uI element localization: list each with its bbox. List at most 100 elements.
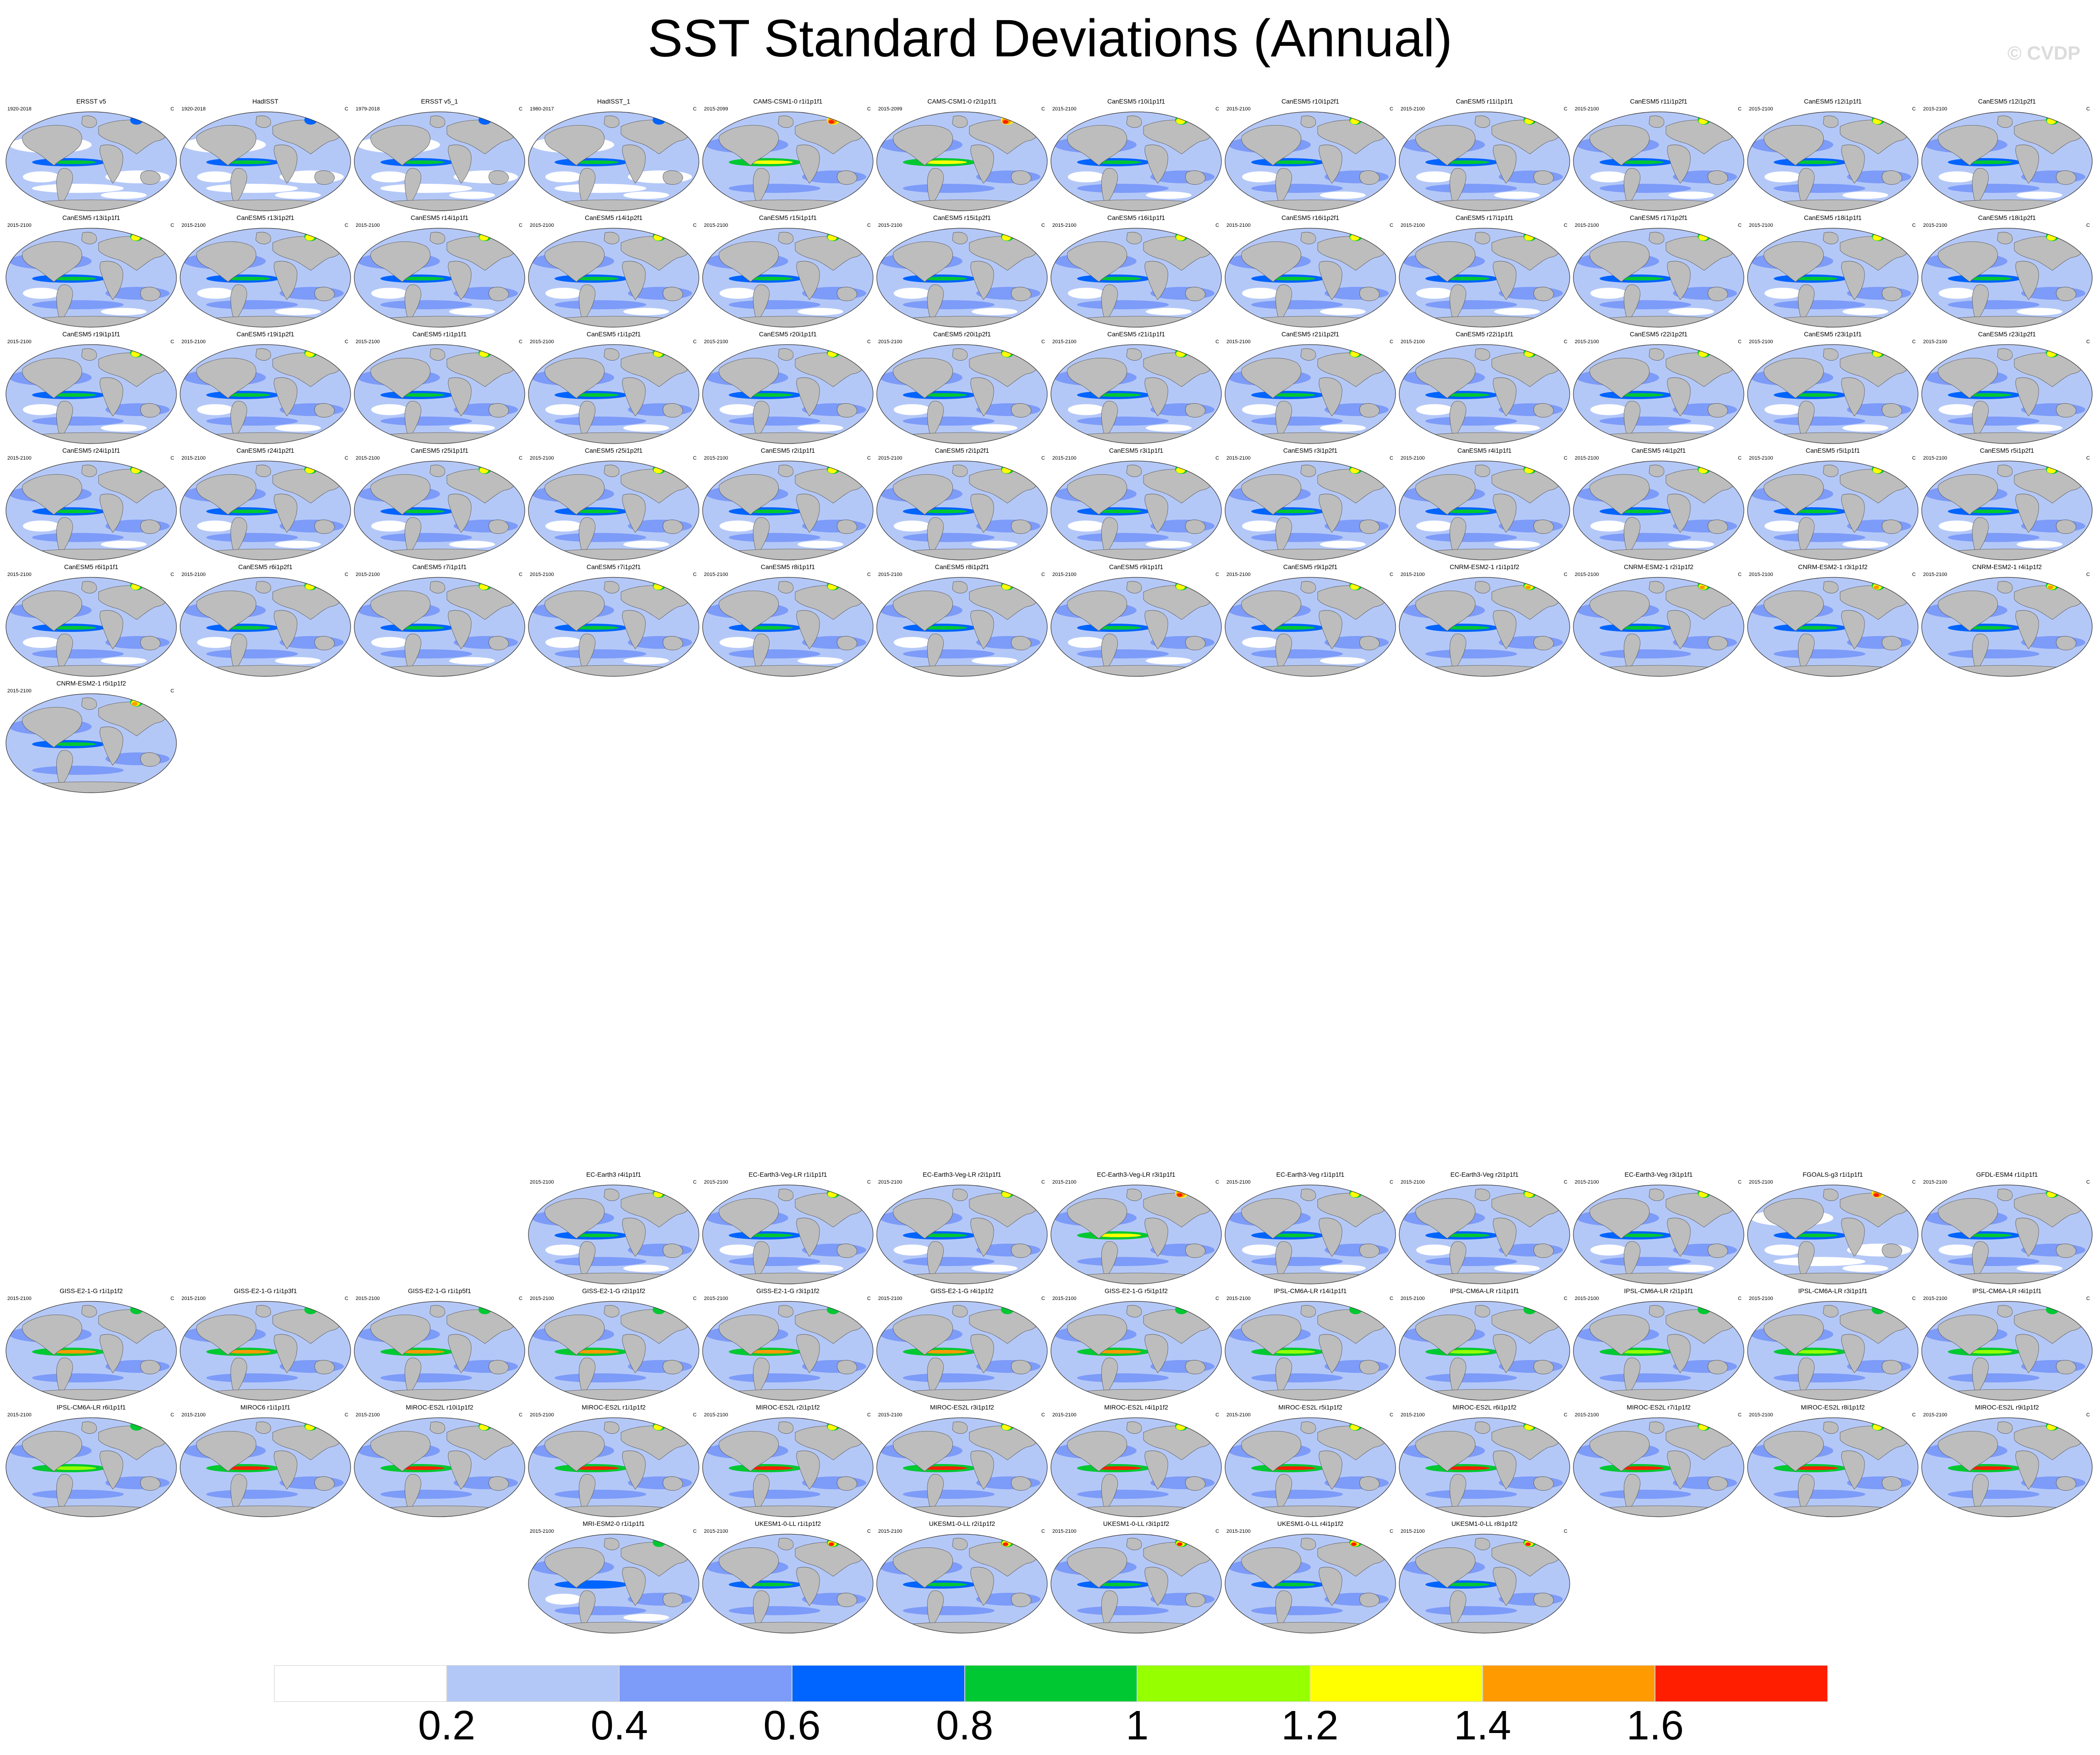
hotspot (1176, 351, 1185, 357)
map-outline (876, 344, 1048, 444)
land (554, 432, 675, 444)
land (1319, 1450, 1342, 1490)
land (902, 199, 1023, 211)
sst-band (1774, 1373, 1865, 1382)
map-outline (1573, 1301, 1744, 1401)
land (274, 1334, 297, 1373)
land (255, 465, 271, 477)
land (1241, 1198, 1301, 1239)
map-panel: CAMS-CSM1-0 r2i1p1f1 2015-2099 C (875, 97, 1049, 212)
colorbar-swatch (619, 1665, 792, 1702)
low-variance-patch (545, 404, 582, 415)
hotspot (654, 1424, 663, 1430)
sst-band (1948, 1257, 2040, 1266)
panel-title: CanESM5 r10i1p2f1 (1281, 98, 1340, 105)
land (893, 241, 953, 282)
low-variance-patch (275, 308, 321, 315)
enso-core (1095, 160, 1141, 164)
land (604, 115, 620, 128)
map-panel: MIROC-ES2L r3i1p1f2 2015-2100 C (875, 1403, 1049, 1518)
low-variance-patch (1939, 521, 1975, 532)
low-variance-patch (1668, 1265, 1714, 1272)
map-svg (528, 1301, 699, 1401)
land (1764, 590, 1824, 631)
low-variance-patch (1068, 637, 1105, 648)
sst-band (1425, 417, 1517, 426)
enso-core (747, 393, 793, 397)
enso-core (1792, 393, 1838, 397)
map-outline (5, 228, 177, 328)
panel-units: C (519, 572, 522, 577)
panel-title: CanESM5 r22i1p1f1 (1455, 330, 1514, 338)
map-panel: EC-Earth3-Veg r3i1p1f1 2015-2100 C (1572, 1170, 1745, 1285)
land (778, 115, 794, 128)
map-svg (1225, 461, 1396, 560)
land (140, 520, 161, 534)
panel-units: C (2086, 1412, 2090, 1418)
land (1185, 636, 1206, 651)
sst-band (1774, 300, 1865, 309)
hotspot (828, 234, 837, 241)
sst-band (206, 300, 298, 309)
sst-band (1425, 533, 1517, 542)
low-variance-patch (1590, 404, 1627, 415)
map-outline (1747, 228, 1919, 328)
map-outline (354, 461, 525, 560)
panel-title: MIROC-ES2L r5i1p1f2 (1278, 1404, 1342, 1411)
enso-core (921, 393, 967, 397)
land (837, 1360, 858, 1375)
map-outline (1399, 577, 1570, 677)
land (952, 348, 968, 361)
map-panel: CNRM-ESM2-1 r1i1p1f2 2015-2100 C (1398, 563, 1571, 677)
land (1474, 465, 1490, 477)
sst-band (555, 300, 646, 309)
land (1708, 1476, 1728, 1491)
map-outline (528, 577, 699, 677)
sst-band (903, 184, 995, 193)
land (719, 357, 779, 399)
land (663, 520, 683, 534)
land (663, 287, 683, 302)
low-variance-patch (623, 424, 669, 432)
land (81, 697, 97, 710)
enso-core (921, 1350, 967, 1354)
enso-core (1444, 393, 1490, 397)
panel-title: MIROC-ES2L r8i1p1f2 (1801, 1404, 1865, 1411)
enso-core (1618, 1350, 1664, 1354)
map-svg (5, 577, 177, 677)
map-outline (5, 344, 177, 444)
map-outline (1573, 577, 1744, 677)
sst-band (729, 184, 820, 193)
sst-band (1948, 1490, 2040, 1499)
map-panel: EC-Earth3-Veg-LR r3i1p1f1 2015-2100 C (1050, 1170, 1223, 1285)
enso-core (921, 510, 967, 513)
sst-band (1774, 184, 1865, 193)
land (719, 1314, 779, 1355)
land (1241, 474, 1301, 515)
land (1773, 1272, 1894, 1284)
enso-core (1095, 510, 1141, 513)
land (1823, 465, 1839, 477)
enso-core (1618, 1234, 1664, 1237)
map-svg (528, 461, 699, 560)
enso-core (1444, 1466, 1490, 1470)
land (1250, 1505, 1371, 1517)
low-variance-patch (1242, 288, 1279, 299)
sst-band (380, 184, 472, 193)
land (796, 610, 820, 649)
panel-years: 2015-2100 (1401, 1296, 1425, 1301)
land (1359, 1593, 1380, 1607)
map-svg (1225, 111, 1396, 211)
land (1250, 1272, 1371, 1284)
land (1997, 1189, 2013, 1201)
map-outline (876, 1417, 1048, 1517)
land (1947, 316, 2068, 327)
panel-units: C (2086, 455, 2090, 461)
hotspot (654, 1191, 663, 1197)
enso-core (1444, 626, 1490, 630)
panel-title: UKESM1-0-LL r2i1p1f2 (929, 1520, 995, 1527)
map-outline (1225, 577, 1396, 677)
enso-core (1270, 277, 1315, 280)
hotspot (829, 1542, 834, 1546)
panel-years: 2015-2100 (530, 1296, 554, 1301)
